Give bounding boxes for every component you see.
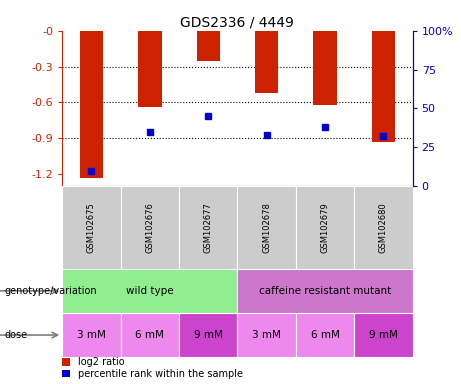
- Bar: [179, 186, 237, 269]
- Bar: [237, 186, 296, 269]
- Bar: [62, 269, 237, 313]
- Text: GSM102675: GSM102675: [87, 202, 96, 253]
- Text: GSM102679: GSM102679: [320, 202, 330, 253]
- Bar: [62, 313, 121, 357]
- Text: 6 mM: 6 mM: [311, 330, 339, 340]
- Bar: [255, 31, 278, 93]
- Bar: [372, 31, 395, 142]
- Text: caffeine resistant mutant: caffeine resistant mutant: [259, 286, 391, 296]
- Bar: [354, 186, 413, 269]
- Text: genotype/variation: genotype/variation: [5, 286, 97, 296]
- Bar: [296, 313, 354, 357]
- Bar: [237, 313, 296, 357]
- Text: 9 mM: 9 mM: [369, 330, 398, 340]
- Text: 3 mM: 3 mM: [252, 330, 281, 340]
- Bar: [179, 313, 237, 357]
- Bar: [121, 313, 179, 357]
- Text: 9 mM: 9 mM: [194, 330, 223, 340]
- Bar: [196, 31, 220, 61]
- Bar: [296, 186, 354, 269]
- Bar: [354, 313, 413, 357]
- Bar: [80, 31, 103, 178]
- Text: dose: dose: [5, 330, 28, 340]
- Bar: [138, 31, 161, 107]
- Bar: [237, 269, 413, 313]
- Text: GSM102676: GSM102676: [145, 202, 154, 253]
- Text: GSM102677: GSM102677: [204, 202, 213, 253]
- Bar: [121, 186, 179, 269]
- Title: GDS2336 / 4449: GDS2336 / 4449: [180, 16, 295, 30]
- Bar: [62, 186, 121, 269]
- Text: 6 mM: 6 mM: [136, 330, 164, 340]
- Text: GSM102680: GSM102680: [379, 202, 388, 253]
- Text: wild type: wild type: [126, 286, 174, 296]
- Bar: [313, 31, 337, 105]
- Text: GSM102678: GSM102678: [262, 202, 271, 253]
- Text: 3 mM: 3 mM: [77, 330, 106, 340]
- Legend: log2 ratio, percentile rank within the sample: log2 ratio, percentile rank within the s…: [63, 357, 243, 379]
